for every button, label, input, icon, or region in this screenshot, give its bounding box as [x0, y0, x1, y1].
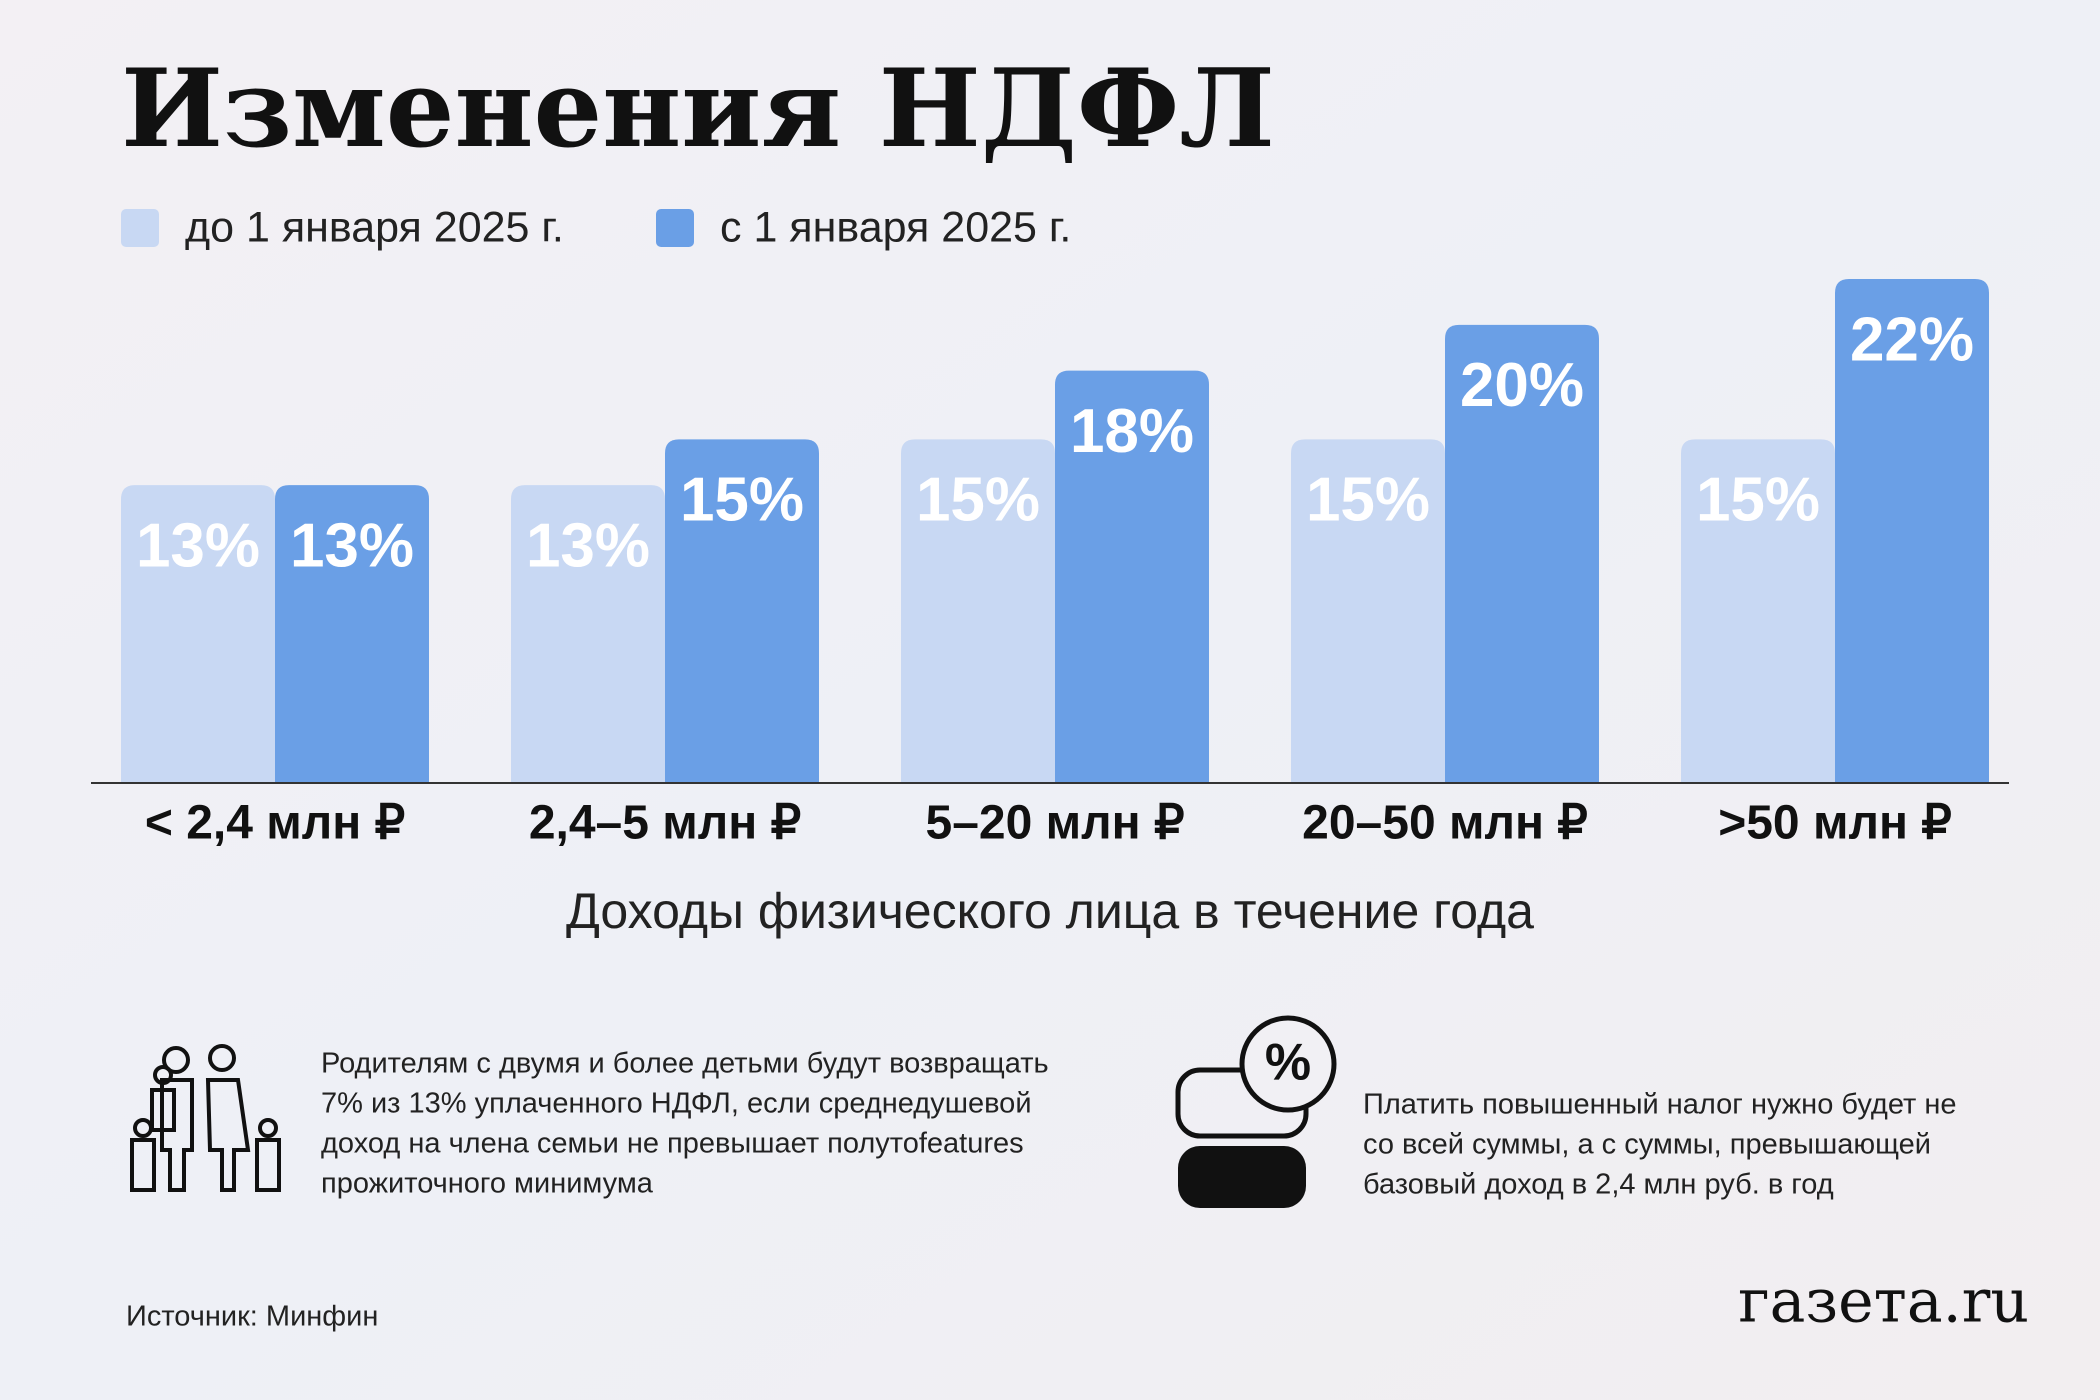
value-label: 13% [526, 512, 650, 581]
x-tick-label: 2,4–5 млн ₽ [529, 797, 801, 850]
bar [1445, 324, 1599, 783]
x-tick-label: >50 млн ₽ [1718, 797, 1952, 850]
legend-swatch [656, 209, 694, 247]
family-icon [130, 1044, 281, 1192]
value-label: 13% [290, 512, 414, 581]
chart-title: Изменения НДФЛ [121, 46, 1275, 172]
source: Источник: Минфин [126, 1301, 378, 1333]
logo: газета.ru [1738, 1267, 2029, 1337]
value-label: 15% [916, 466, 1040, 535]
x-axis-label: Доходы физического лица в течение года [566, 883, 1534, 939]
bar [1291, 439, 1445, 783]
value-label: 18% [1070, 397, 1194, 466]
bar [511, 485, 665, 783]
x-tick-label: 5–20 млн ₽ [926, 797, 1185, 850]
bar [901, 439, 1055, 783]
legend-label: до 1 января 2025 г. [185, 203, 564, 251]
note-line: 7% из 13% уплаченного НДФЛ, если среднед… [321, 1088, 1032, 1120]
value-label: 15% [680, 466, 804, 535]
value-label: 15% [1306, 466, 1430, 535]
note-line: Родителям с двумя и более детьми будут в… [321, 1048, 1049, 1080]
bar [1681, 439, 1835, 783]
value-label: 20% [1460, 351, 1584, 420]
bar [665, 439, 819, 783]
note-line: Платить повышенный налог нужно будет не [1363, 1089, 1956, 1121]
value-label: 22% [1850, 305, 1974, 374]
legend-label: с 1 января 2025 г. [720, 203, 1071, 251]
value-label: 15% [1696, 466, 1820, 535]
note-line: базовый доход в 2,4 млн руб. в год [1363, 1169, 1834, 1201]
bar [275, 485, 429, 783]
x-tick-label: 20–50 млн ₽ [1302, 797, 1588, 850]
percent-sign: % [1265, 1034, 1311, 1092]
value-label: 13% [136, 512, 260, 581]
note-line: прожиточного минимума [321, 1168, 654, 1200]
note-line: со всей суммы, а с суммы, превышающей [1363, 1129, 1931, 1161]
x-tick-label: < 2,4 млн ₽ [145, 797, 405, 850]
bar [1055, 370, 1209, 783]
percent-icon: % [1175, 1015, 1337, 1208]
note-line: доход на члена семьи не превышает полуто… [321, 1128, 1024, 1160]
legend-swatch [121, 209, 159, 247]
bar [121, 485, 275, 783]
bar [1835, 279, 1989, 783]
